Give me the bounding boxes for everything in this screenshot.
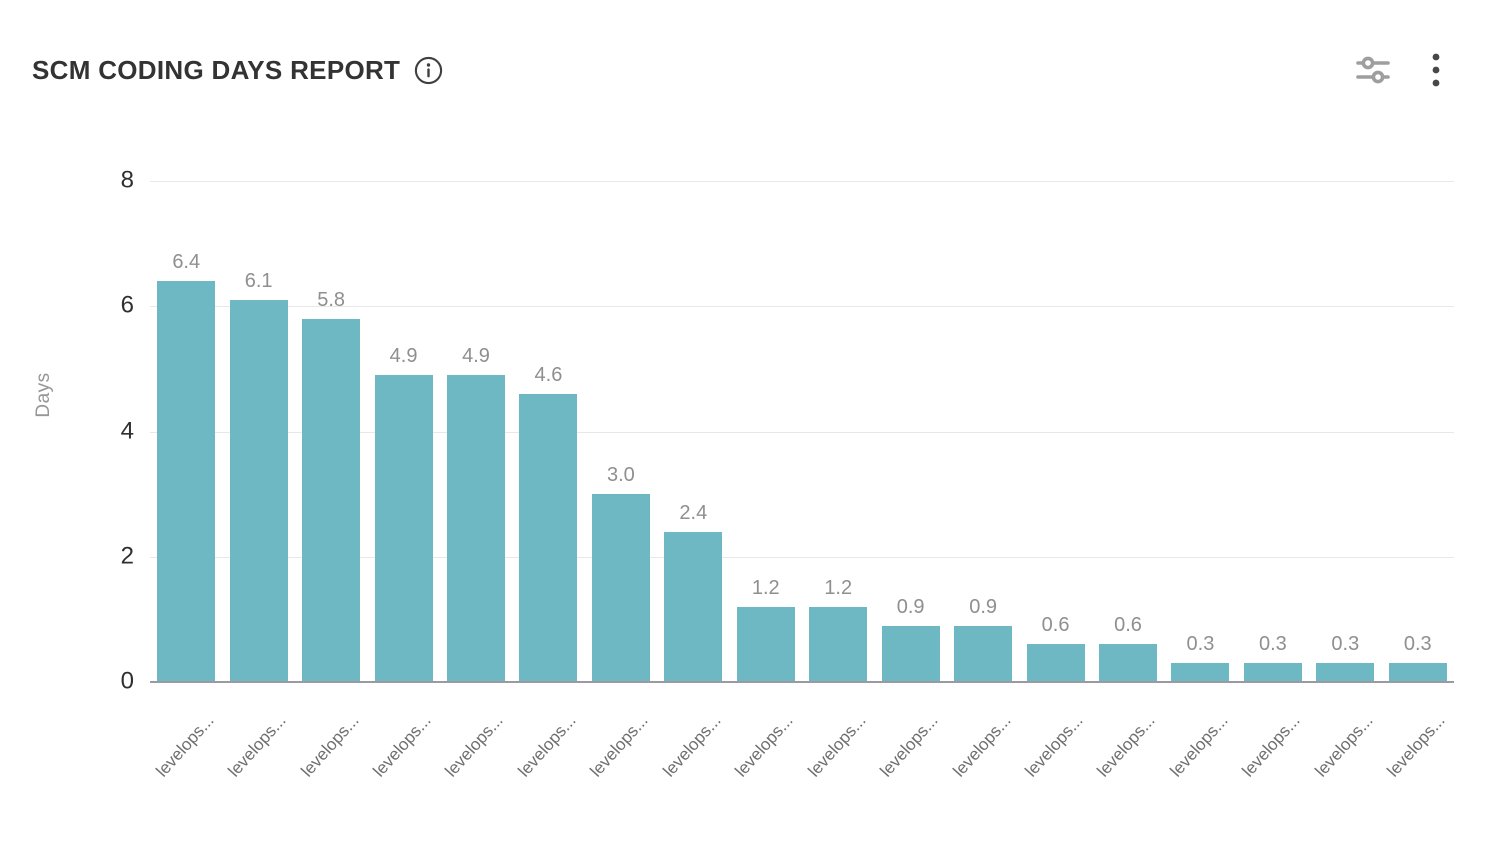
bar-12[interactable] (954, 625, 1013, 682)
bar-value-label-5: 4.9 (462, 345, 490, 368)
x-axis-label-11[interactable]: levelops... (876, 711, 942, 781)
gridline-y2 (150, 556, 1454, 558)
bar-value-label-9: 1.2 (751, 576, 780, 599)
x-axis-label-14[interactable]: levelops... (1093, 711, 1160, 781)
info-icon[interactable] (414, 56, 443, 85)
gridline-y4 (150, 431, 1454, 433)
bar-2[interactable] (229, 300, 288, 682)
bar-value-label-3: 5.8 (317, 288, 346, 311)
x-axis-label-1[interactable]: levelops... (151, 711, 218, 781)
x-axis-label-8[interactable]: levelops... (659, 711, 725, 781)
bar-6[interactable] (519, 393, 578, 682)
bar-value-label-2: 6.1 (244, 270, 273, 292)
bar-value-label-14: 0.6 (1114, 614, 1142, 637)
bar-value-label-17: 0.3 (1331, 633, 1360, 656)
bar-value-label-12: 0.9 (969, 595, 998, 618)
x-axis-label-15[interactable]: levelops... (1166, 711, 1232, 781)
bar-chart-plot-area: 0 2 4 6 8 6.4 levelops... 6.1 levelops... 5.8 leve… (121, 166, 1454, 781)
kebab-menu-icon[interactable] (1432, 53, 1440, 87)
x-axis-label-9[interactable]: levelops... (731, 711, 797, 781)
widget-header: SCM CODING DAYS REPORT (32, 44, 1440, 96)
y-tick-label-8: 8 (120, 166, 134, 194)
bar-18[interactable] (1388, 663, 1447, 682)
bar-value-label-16: 0.3 (1258, 633, 1287, 656)
x-axis-label-3[interactable]: levelops... (296, 711, 363, 781)
x-axis-line (150, 681, 1454, 683)
bar-16[interactable] (1243, 663, 1302, 682)
bar-17[interactable] (1316, 663, 1375, 682)
bar-14[interactable] (1099, 644, 1157, 682)
x-axis-label-18[interactable]: levelops... (1383, 711, 1449, 781)
x-axis-label-16[interactable]: levelops... (1238, 711, 1304, 781)
y-tick-label-0: 0 (120, 667, 134, 695)
x-axis-label-12[interactable]: levelops... (948, 711, 1015, 781)
page-title: SCM CODING DAYS REPORT (32, 54, 401, 85)
x-axis-label-4[interactable]: levelops... (369, 711, 435, 781)
title-row: SCM CODING DAYS REPORT (32, 55, 443, 86)
filter-sliders-icon[interactable] (1356, 56, 1390, 84)
bar-4[interactable] (374, 375, 433, 682)
x-axis-label-17[interactable]: levelops... (1311, 711, 1377, 781)
bar-15[interactable] (1171, 663, 1230, 682)
gridline-y8 (150, 181, 1454, 182)
x-axis-label-5[interactable]: levelops... (441, 711, 508, 781)
x-axis-label-10[interactable]: levelops... (803, 711, 870, 781)
header-actions (1356, 53, 1440, 87)
bar-9[interactable] (736, 606, 795, 682)
bar-8[interactable] (664, 531, 723, 682)
bar-7[interactable] (591, 494, 650, 682)
bar-11[interactable] (881, 625, 940, 682)
x-axis-label-2[interactable]: levelops... (224, 711, 290, 781)
y-tick-label-2: 2 (120, 542, 134, 570)
y-axis-title: Days (33, 372, 54, 418)
bar-1[interactable] (157, 281, 216, 682)
x-axis-label-13[interactable]: levelops... (1021, 711, 1087, 781)
y-tick-label-4: 4 (120, 416, 134, 444)
bar-10[interactable] (809, 606, 868, 682)
y-tick-label-6: 6 (120, 291, 134, 319)
bar-value-label-7: 3.0 (606, 464, 635, 487)
bar-value-label-10: 1.2 (824, 576, 853, 599)
x-axis-label-6[interactable]: levelops... (514, 711, 580, 781)
bar-13[interactable] (1026, 644, 1085, 682)
x-axis-label-7[interactable]: levelops... (586, 711, 652, 781)
bar-value-label-13: 0.6 (1041, 614, 1070, 637)
bar-3[interactable] (302, 318, 361, 682)
bar-value-label-8: 2.4 (679, 501, 708, 524)
bar-value-label-1: 6.4 (172, 251, 201, 274)
bar-5[interactable] (447, 375, 505, 682)
bar-value-label-15: 0.3 (1186, 633, 1215, 656)
bar-value-label-18: 0.3 (1403, 633, 1432, 656)
gridline-y6 (150, 306, 1454, 308)
bar-value-label-6: 4.6 (534, 363, 563, 386)
bar-value-label-11: 0.9 (896, 595, 925, 618)
bar-value-label-4: 4.9 (389, 345, 418, 368)
